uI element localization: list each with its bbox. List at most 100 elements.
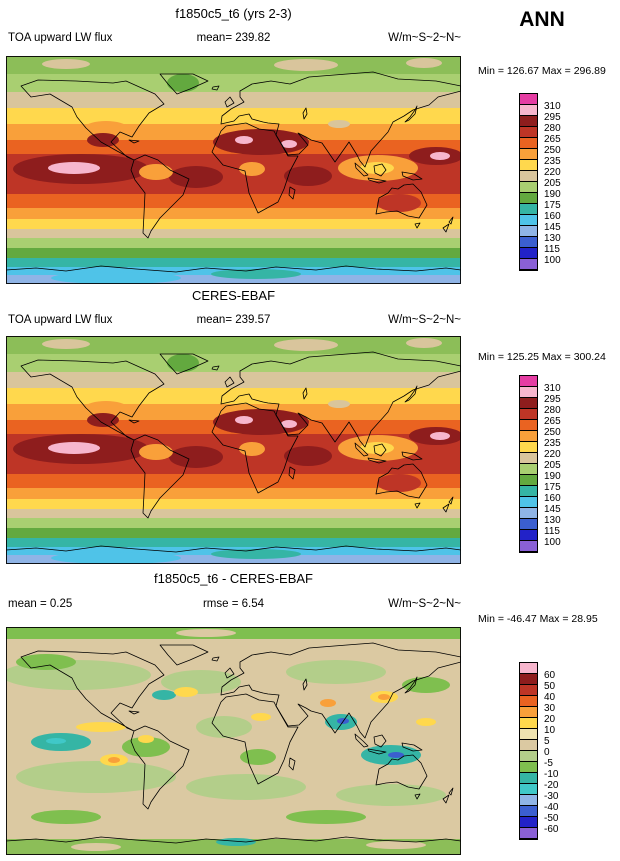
colorbar-tick-label: -30 [544,791,559,802]
colorbar-segment [520,116,537,127]
colorbar-segment [520,806,537,817]
colorbar-tick-label: 190 [544,471,561,482]
colorbar-segment [520,707,537,718]
colorbar-tick-label: 115 [544,244,560,255]
colorbar-tick-label: 30 [544,703,556,714]
colorbar-tick-label: -10 [544,769,559,780]
colorbar-segment [520,94,537,105]
colorbar-segment [520,773,537,784]
colorbar-segment [520,530,537,541]
colorbar-segment [520,204,537,215]
colorbar-segment [520,409,537,420]
season-label: ANN [519,8,565,31]
panel2-mean-label: mean= 239.57 [196,314,271,326]
model-map-field [6,56,461,284]
colorbar-segment [520,464,537,475]
colorbar-tick-label: 10 [544,725,556,736]
panel1-variable-label: TOA upward LW flux [8,32,113,44]
colorbar-segment [520,453,537,464]
colorbar-tick-label: 145 [544,222,561,233]
diff-map [6,627,461,855]
colorbar-segment [520,519,537,530]
model-map [6,56,461,284]
colorbar-obs: 310 295 280 265 250 235 220 205 190 175 160 145 130 1… [519,375,561,553]
panel2-variable-label: TOA upward LW flux [8,314,113,326]
colorbar-tick-label: 130 [544,233,561,244]
panel3-minmax-label: Min = -46.47 Max = 28.95 [478,613,598,625]
colorbar-tick-label: -20 [544,780,559,791]
colorbar-tick-label: 160 [544,211,561,222]
colorbar-segment [520,127,537,138]
colorbar-segment [520,718,537,729]
panel1-minmax-label: Min = 126.67 Max = 296.89 [478,65,606,77]
panel1-units-label: W/m~S~2~N~ [388,32,461,44]
colorbar-segment [520,795,537,806]
panel1-title: f1850c5_t6 (yrs 2-3) [175,6,292,21]
map-border [6,336,461,564]
colorbar-tick-label: 190 [544,189,561,200]
colorbar-tick-label: 280 [544,405,561,416]
obs-map [6,336,461,564]
colorbar-tick-label: 100 [544,255,561,266]
colorbar-segment [520,541,537,552]
diff-map-field [6,627,461,855]
colorbar-tick-label: 310 [544,383,561,394]
colorbar-segment [520,387,537,398]
map-border [6,56,461,284]
colorbar-tick-label: 220 [544,449,561,460]
colorbar-tick-label: 265 [544,134,561,145]
colorbar-segment [520,663,537,674]
colorbar-tick-label: 295 [544,112,561,123]
colorbar-diff: 60 50 40 30 20 10 5 0 -5 -10 -20 -30 -40 -50 -60 [519,662,558,840]
colorbar-tick-label: 220 [544,167,561,178]
colorbar-tick-label: 250 [544,427,561,438]
panel3-rmse-label: rmse = 6.54 [202,598,265,610]
colorbar-tick-label: -5 [544,758,553,769]
colorbar-segment [520,685,537,696]
colorbar-segment [520,105,537,116]
colorbar-tick-label: 280 [544,123,561,134]
panel1-mean-label: mean= 239.82 [196,32,271,44]
colorbar-tick-label: -50 [544,813,559,824]
colorbar-tick-label: 175 [544,482,561,493]
colorbar-segment [520,696,537,707]
panel2-minmax-label: Min = 125.25 Max = 300.24 [478,351,606,363]
colorbar-tick-label: 60 [544,670,556,681]
colorbar-segment [520,182,537,193]
colorbar-segment [520,226,537,237]
colorbar-tick-label: 160 [544,493,561,504]
colorbar-segment [520,784,537,795]
colorbar-segment [520,149,537,160]
colorbar-segment [520,376,537,387]
colorbar-tick-label: 115 [544,526,560,537]
colorbar-tick-label: 175 [544,200,561,211]
colorbar-segment [520,762,537,773]
colorbar-segment [520,740,537,751]
map-border [6,627,461,855]
colorbar-segment [520,431,537,442]
panel2-units-label: W/m~S~2~N~ [388,314,461,326]
colorbar-tick-label: 295 [544,394,561,405]
colorbar-tick-label: 310 [544,101,561,112]
colorbar-segment [520,420,537,431]
colorbar-segment [520,215,537,226]
obs-map-field [6,336,461,564]
colorbar-segment [520,729,537,740]
colorbar-segment [520,398,537,409]
colorbar-tick-label: 130 [544,515,561,526]
colorbar-segment [520,828,537,839]
colorbar-tick-label: 0 [544,747,550,758]
colorbar-tick-label: 205 [544,460,561,471]
colorbar-segment [520,171,537,182]
panel3-units-label: W/m~S~2~N~ [388,598,461,610]
colorbar-segment [520,486,537,497]
colorbar-tick-label: 5 [544,736,550,747]
panel3-title: f1850c5_t6 - CERES-EBAF [154,571,313,586]
panel2-title: CERES-EBAF [191,288,276,303]
colorbar-tick-label: 40 [544,692,556,703]
colorbar-tick-label: 265 [544,416,561,427]
colorbar-segment [520,497,537,508]
colorbar-tick-label: 100 [544,537,561,548]
colorbar-segment [520,138,537,149]
